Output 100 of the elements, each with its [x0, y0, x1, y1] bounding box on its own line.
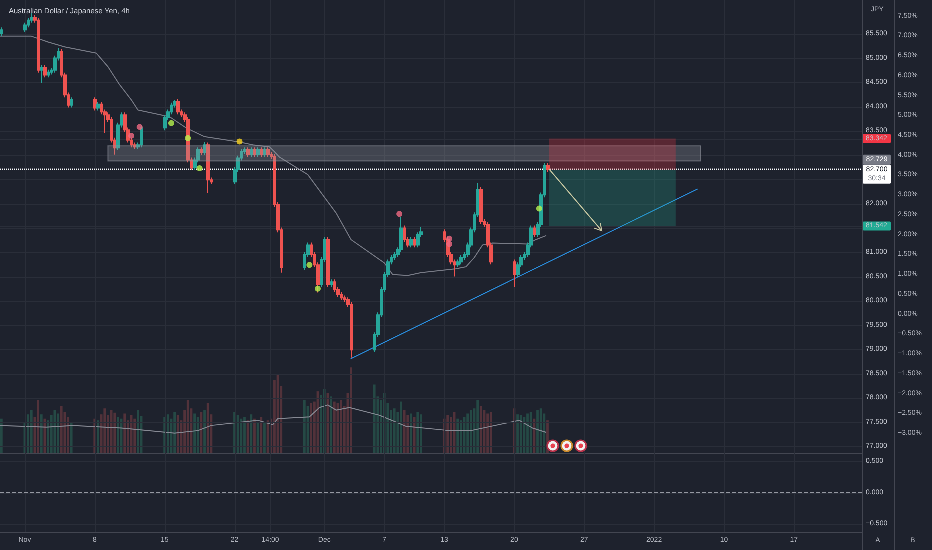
bar: [476, 400, 480, 453]
bar: [333, 402, 336, 453]
bar: [400, 402, 402, 453]
candlestick: [176, 99, 180, 116]
bar: [516, 414, 519, 453]
bar: [520, 415, 522, 453]
bar: [264, 423, 266, 453]
bar: [174, 412, 176, 453]
bar: [176, 415, 180, 453]
bar: [244, 417, 246, 453]
bar: [330, 396, 333, 453]
bar: [403, 410, 406, 453]
candlestick: [333, 279, 336, 293]
bar: [256, 422, 260, 453]
bar: [37, 400, 40, 453]
candlestick: [27, 17, 30, 28]
bar: [486, 414, 490, 453]
bar: [206, 404, 210, 453]
bar: [136, 410, 140, 453]
bar: [470, 410, 472, 453]
bar: [40, 414, 43, 453]
bar: [460, 420, 462, 453]
bar: [490, 412, 492, 453]
bar: [166, 414, 170, 453]
candlestick: [393, 252, 396, 261]
bar: [0, 418, 3, 453]
bar: [104, 408, 106, 453]
bar: [480, 406, 482, 453]
bar: [446, 415, 450, 453]
bar: [260, 417, 263, 453]
bar: [134, 418, 136, 453]
point: [185, 135, 192, 142]
bar: [310, 404, 313, 453]
bar: [196, 417, 200, 453]
point: [446, 241, 453, 248]
candlestick: [37, 17, 40, 74]
bar: [246, 420, 250, 453]
candlestick: [350, 302, 353, 358]
candlestick: [93, 97, 97, 112]
bar: [420, 414, 422, 453]
bar: [373, 384, 376, 453]
candlestick: [40, 65, 43, 84]
bar: [350, 368, 352, 453]
candlestick: [533, 225, 536, 238]
bar: [540, 408, 542, 453]
bar: [340, 400, 343, 453]
bar: [54, 410, 56, 453]
point: [536, 206, 542, 212]
point: [446, 236, 453, 242]
point: [315, 286, 321, 292]
point: [128, 132, 135, 139]
candlestick: [330, 279, 333, 288]
bar: [186, 400, 190, 453]
bar: [254, 418, 256, 453]
bar: [70, 422, 73, 453]
bar: [30, 410, 33, 453]
bar: [236, 415, 240, 453]
candlestick: [546, 162, 550, 173]
bar: [194, 414, 196, 453]
candlestick: [70, 97, 73, 108]
bar: [416, 412, 420, 453]
bar: [410, 414, 412, 453]
candlestick: [0, 27, 3, 37]
bar: [466, 414, 470, 453]
point: [236, 138, 243, 145]
bar: [114, 412, 116, 453]
point: [396, 211, 403, 218]
point: [306, 262, 313, 268]
candlestick: [513, 259, 516, 288]
candlestick: [96, 101, 100, 112]
candlestick: [459, 254, 463, 266]
bar: [97, 420, 100, 453]
bar: [530, 412, 532, 453]
point: [196, 165, 203, 172]
bar: [204, 410, 206, 453]
point: [168, 120, 174, 126]
bar: [393, 408, 396, 453]
bar: [240, 418, 243, 453]
candlestick: [456, 259, 460, 268]
bar: [456, 418, 460, 453]
bar: [57, 414, 60, 453]
candlestick: [47, 69, 50, 78]
candlestick: [479, 186, 483, 225]
bar: [250, 414, 253, 453]
bar: [117, 417, 120, 453]
candlestick: [23, 22, 27, 34]
bar: [303, 400, 306, 453]
bar: [533, 418, 536, 453]
candlestick: [340, 292, 343, 302]
bar: [124, 414, 126, 453]
bar: [413, 417, 416, 453]
point: [136, 124, 143, 130]
bar: [536, 410, 539, 453]
candlestick: [409, 236, 413, 248]
bar: [60, 406, 63, 453]
candlestick: [43, 65, 47, 78]
bar: [526, 414, 529, 453]
bar: [523, 417, 526, 453]
candlestick: [206, 142, 210, 194]
candlestick: [30, 12, 33, 24]
